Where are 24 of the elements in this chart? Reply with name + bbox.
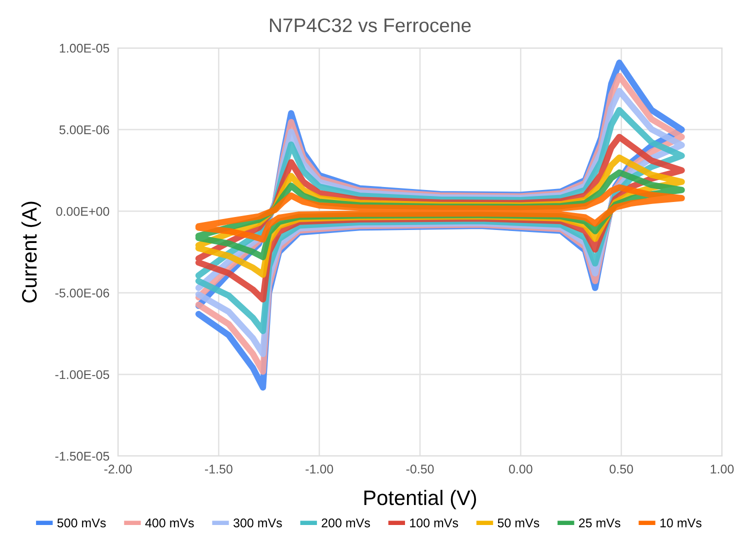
y-tick-label: -1.50E-05 (55, 452, 110, 461)
chart-title: N7P4C32 vs Ferrocene (270, 18, 471, 32)
legend-label: 10 mVs (660, 518, 702, 528)
x-tick-label: -1.50 (204, 464, 232, 474)
y-axis-title: Current (A) (21, 202, 41, 302)
legend-label: 300 mVs (234, 518, 282, 528)
legend-label: 200 mVs (322, 518, 370, 528)
legend-label: 50 mVs (498, 518, 540, 528)
legend-label: 500 mVs (57, 518, 106, 528)
legend-label: 100 mVs (410, 518, 458, 528)
y-tick-label: 5.00E-06 (59, 125, 110, 134)
y-tick-label: -1.00E-05 (55, 370, 110, 380)
x-tick-label: 0.00 (508, 464, 532, 474)
legend-label: 400 mVs (145, 518, 194, 528)
y-tick-label: 1.00E-05 (60, 44, 110, 53)
y-tick-label: 0.00E+00 (56, 207, 110, 216)
legend-label: 25 mVs (579, 518, 620, 528)
y-tick-label: -5.00E-06 (55, 288, 110, 298)
x-tick-label: 0.50 (610, 464, 634, 474)
x-tick-label: -0.50 (406, 464, 434, 474)
x-axis-title: Potential (V) (364, 490, 476, 510)
x-tick-label: -2.00 (104, 464, 132, 474)
x-tick-label: -1.00 (306, 464, 334, 474)
x-tick-label: 1.00 (710, 464, 734, 474)
